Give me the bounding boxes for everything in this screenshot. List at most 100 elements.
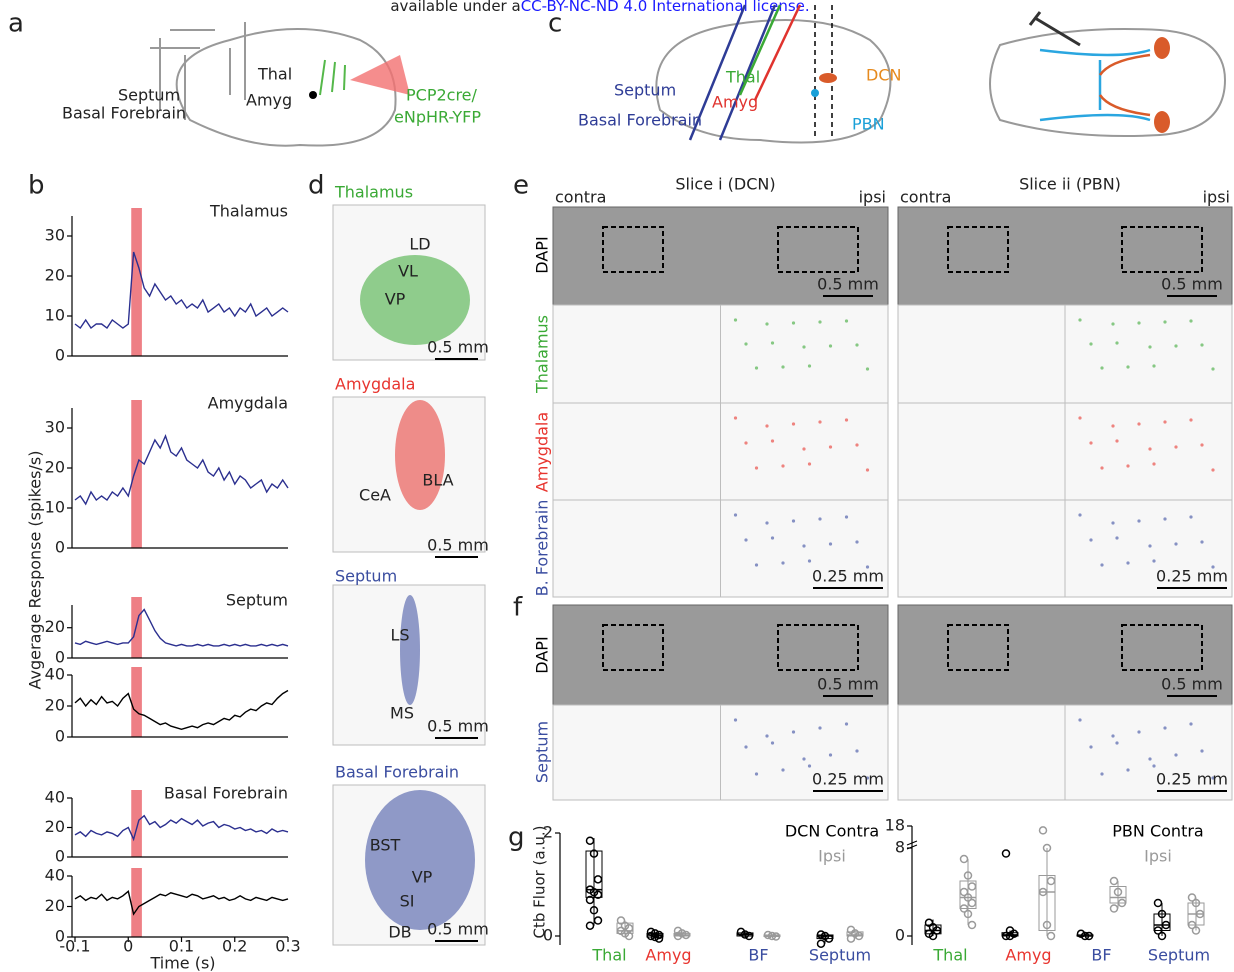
brain-sketch	[177, 29, 396, 146]
cell-dot	[1137, 422, 1140, 425]
image-title: Basal Forebrain	[335, 763, 459, 782]
scale-label: 0.25 mm	[1156, 770, 1228, 789]
cell-dot	[1126, 768, 1129, 771]
cell-dot	[829, 753, 832, 756]
y-tick-label: 20	[45, 896, 65, 915]
cell-dot	[1115, 536, 1118, 539]
subplot-title: Septum	[226, 591, 288, 610]
cell-dot	[802, 345, 805, 348]
cell-dot	[1163, 320, 1166, 323]
category-label: BF	[748, 946, 768, 965]
cell-dot	[1200, 749, 1203, 752]
region-label: SI	[400, 892, 415, 911]
y-tick-label: 20	[45, 266, 65, 285]
row-label: Septum	[533, 721, 552, 783]
region-label: Amyg	[712, 93, 758, 112]
cell-dot	[1200, 443, 1203, 446]
license-note: available under aCC-BY-NC-ND 4.0 Interna…	[390, 0, 809, 15]
cell-dot	[1211, 367, 1214, 370]
panel-letter: b	[28, 171, 45, 201]
license-text: available under a	[390, 0, 520, 15]
data-point	[969, 900, 976, 907]
y-tick-label: 0	[55, 847, 65, 866]
category-label: Septum	[1148, 946, 1210, 965]
projections	[1100, 55, 1150, 115]
trace	[75, 252, 288, 328]
cell-dot	[1148, 544, 1151, 547]
cell-dot	[781, 561, 784, 564]
cell-dot	[1174, 344, 1177, 347]
cell-dot	[1137, 321, 1140, 324]
scale-label: 0.25 mm	[812, 567, 884, 586]
row-label: Thalamus	[533, 315, 552, 394]
x-tick-label: 0.3	[275, 937, 300, 956]
legend-entry: PBN Contra	[1112, 822, 1203, 841]
cell-dot	[1111, 521, 1114, 524]
row-label: Amygdala	[533, 412, 552, 492]
row-label: DAPI	[533, 236, 552, 273]
x-tick-label: 0.1	[169, 937, 194, 956]
trace	[75, 816, 288, 840]
stimulus-window	[131, 667, 142, 737]
cell-dot	[1078, 513, 1081, 516]
data-point	[1111, 905, 1118, 912]
purkinje-cells	[320, 60, 345, 95]
injection-site	[400, 595, 420, 705]
region-label: LD	[409, 235, 430, 254]
fluor-image	[553, 403, 721, 500]
x-tick-label: 0	[123, 937, 133, 956]
injection-site	[365, 790, 475, 930]
region-label: MS	[390, 704, 414, 723]
region-label: Basal Forebrain	[578, 111, 702, 130]
side-label: contra	[555, 188, 606, 207]
row-label: B. Forebrain	[533, 500, 552, 597]
cell-dot	[744, 538, 747, 541]
cell-dot	[1189, 319, 1192, 322]
cell-dot	[792, 519, 795, 522]
fluor-image	[721, 403, 889, 500]
data-point	[595, 876, 602, 883]
y-tick-label: 8	[895, 838, 905, 857]
cell-dot	[734, 318, 737, 321]
region-label: VL	[398, 262, 418, 281]
y-tick-label: 20	[45, 458, 65, 477]
y-tick-label: 30	[45, 226, 65, 245]
trace	[75, 610, 288, 646]
trace	[75, 891, 288, 914]
cell-dot	[792, 321, 795, 324]
cell-dot	[1174, 445, 1177, 448]
cell-dot	[1111, 322, 1114, 325]
nucleus-dot	[309, 91, 317, 99]
cell-dot	[855, 343, 858, 346]
cell-dot	[1174, 542, 1177, 545]
panel-letter: d	[308, 171, 325, 201]
license-link[interactable]: CC-BY-NC-ND 4.0 International license.	[521, 0, 810, 15]
y-tick-label: 0	[55, 727, 65, 746]
data-point	[961, 856, 968, 863]
legend-entry: DCN Contra	[785, 822, 879, 841]
cell-dot	[1078, 416, 1081, 419]
stimulus-window	[131, 868, 142, 937]
cell-dot	[1137, 730, 1140, 733]
y-tick-label: 0	[55, 346, 65, 365]
cell-dot	[845, 418, 848, 421]
cell-dot	[792, 422, 795, 425]
slice-title: Slice i (DCN)	[675, 175, 775, 194]
y-tick-label: 40	[45, 788, 65, 807]
pbn-marker	[811, 89, 819, 97]
region-label: CeA	[359, 486, 391, 505]
cell-dot	[818, 517, 821, 520]
fluor-image	[898, 403, 1065, 500]
data-point	[587, 837, 594, 844]
cell-dot	[755, 772, 758, 775]
y-tick-label: 0	[543, 926, 553, 945]
data-point	[1003, 850, 1010, 857]
laser-cone	[350, 55, 410, 95]
cell-dot	[855, 443, 858, 446]
cell-dot	[802, 757, 805, 760]
region-label: BST	[370, 836, 401, 855]
cell-dot	[818, 420, 821, 423]
x-tick-label: 0.2	[222, 937, 247, 956]
cell-dot	[866, 468, 869, 471]
